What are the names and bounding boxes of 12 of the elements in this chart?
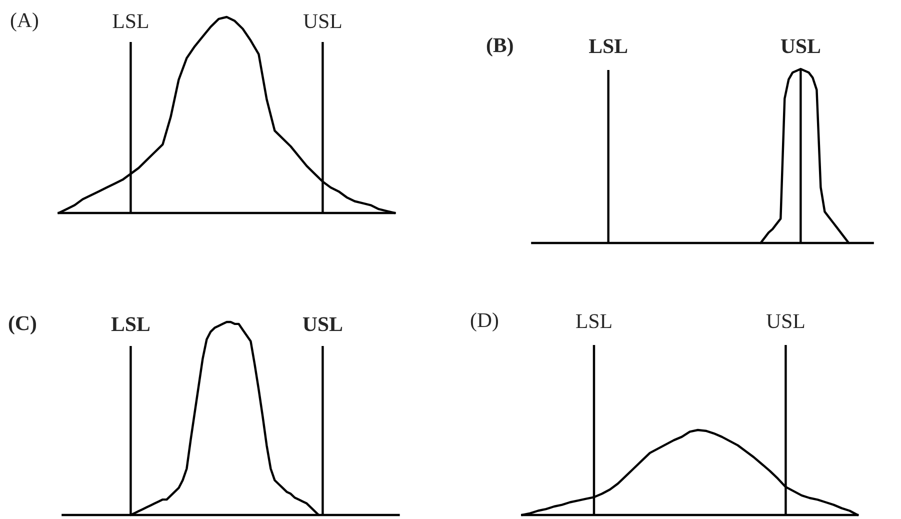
chart-title: (C) — [8, 316, 36, 334]
chart-title: (D) — [470, 312, 498, 332]
x-tick-label: USL — [302, 317, 342, 332]
chart-title: (B) — [486, 38, 513, 56]
x-tick-label: LSL — [112, 14, 148, 28]
x-tick-label: LSL — [576, 314, 612, 328]
x-tick-label: USL — [303, 14, 342, 28]
chart-title: (A) — [10, 12, 38, 32]
x-tick-label: USL — [766, 314, 804, 328]
x-tick-label: LSL — [589, 39, 628, 54]
x-tick-label: USL — [780, 39, 820, 54]
x-tick-label: LSL — [111, 317, 150, 332]
